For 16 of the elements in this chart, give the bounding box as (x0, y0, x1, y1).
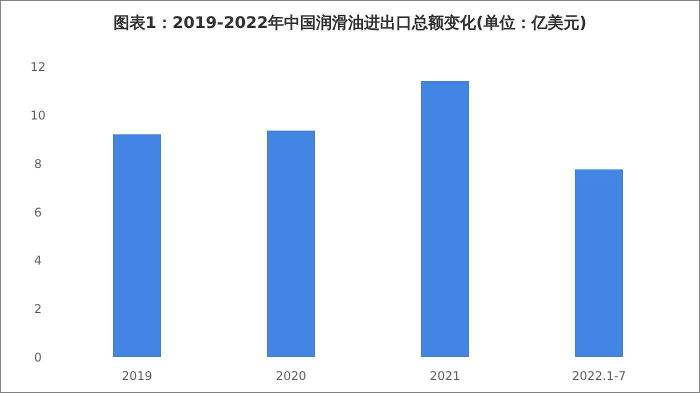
x-tick-label: 2019 (122, 369, 152, 383)
x-tick-label: 2021 (430, 369, 460, 383)
y-tick-label: 4 (34, 254, 42, 268)
chart-title: 图表1：2019-2022年中国润滑油进出口总额变化(单位：亿美元) (113, 13, 587, 32)
y-tick-label: 8 (34, 156, 42, 171)
y-tick-label: 0 (34, 350, 42, 364)
bar (113, 134, 161, 357)
x-tick-label: 2022.1-7 (572, 369, 626, 383)
y-tick-label: 12 (30, 60, 46, 74)
y-tick-label: 2 (34, 302, 42, 316)
y-tick-label: 6 (34, 205, 42, 220)
bar (267, 130, 315, 357)
y-tick-label: 10 (30, 108, 46, 122)
bar (575, 169, 623, 357)
bar (421, 81, 469, 357)
x-tick-label: 2020 (276, 369, 306, 383)
